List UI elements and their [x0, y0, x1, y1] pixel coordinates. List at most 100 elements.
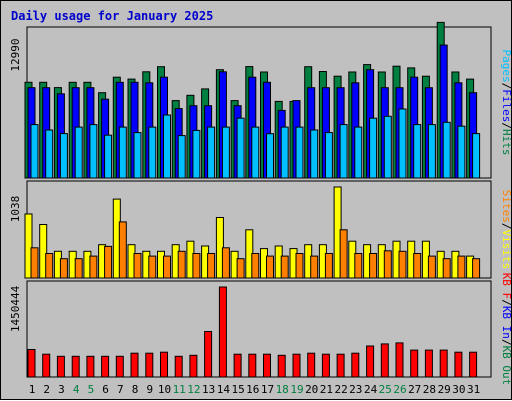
legend-segment: KB F — [500, 273, 512, 300]
legend-segment: KB Out — [500, 346, 512, 386]
bar-sites — [148, 255, 157, 279]
bar-sites — [398, 250, 407, 279]
bar-sites — [457, 255, 466, 279]
bar-kb-f — [130, 352, 139, 378]
bar-pages — [133, 132, 142, 179]
bar-pages — [398, 108, 407, 179]
scale-label-kbytes: 1450444 — [9, 285, 22, 332]
bar-kb-f — [395, 342, 404, 378]
bar-sites — [310, 255, 319, 279]
bar-sites — [59, 258, 68, 279]
bar-pages — [369, 117, 378, 179]
bar-pages — [427, 124, 436, 179]
axis-legend-kbytes: KB F/KB In/KB Out — [500, 273, 512, 386]
day-label: 19 — [290, 383, 303, 396]
bar-kb-f — [410, 349, 419, 378]
day-label: 13 — [202, 383, 215, 396]
bar-pages — [59, 133, 68, 179]
bar-kb-f — [424, 349, 433, 378]
bar-sites — [45, 253, 54, 279]
bar-pages — [339, 124, 348, 179]
legend-segment: Visits — [500, 230, 512, 270]
bar-kb-f — [115, 355, 124, 378]
bar-pages — [413, 124, 422, 179]
day-label: 4 — [73, 383, 80, 396]
bar-kb-f — [160, 351, 168, 378]
legend-segment: / — [500, 299, 512, 306]
bar-sites — [339, 229, 348, 279]
bar-kb-f — [366, 345, 375, 378]
day-label: 3 — [58, 383, 65, 396]
bar-kb-f — [439, 349, 448, 378]
bar-kb-f — [263, 353, 271, 378]
day-label: 17 — [261, 383, 274, 396]
bar-kb-f — [27, 349, 36, 378]
panel-kbytes — [26, 280, 492, 378]
bar-kb-f — [336, 353, 345, 378]
day-label: 30 — [452, 383, 465, 396]
bar-pages — [74, 126, 83, 179]
bar-visits — [39, 224, 48, 279]
bar-kb-f — [469, 351, 478, 378]
legend-segment: Files — [500, 89, 512, 122]
legend-segment: Sites — [500, 190, 512, 223]
bar-kb-f — [248, 353, 257, 378]
bar-visits — [24, 213, 33, 279]
bar-pages — [104, 134, 113, 179]
bar-pages — [442, 121, 451, 179]
day-label: 28 — [423, 383, 436, 396]
day-label: 15 — [231, 383, 244, 396]
day-label: 6 — [102, 383, 109, 396]
bar-kb-f — [204, 331, 213, 378]
bar-pages — [89, 124, 98, 179]
bar-pages — [192, 129, 201, 179]
day-label: 16 — [246, 383, 259, 396]
bar-pages — [383, 115, 392, 179]
legend-segment: KB In — [500, 306, 512, 339]
bar-pages — [324, 132, 333, 179]
day-label: 22 — [334, 383, 347, 396]
bar-kb-f — [218, 286, 227, 378]
bar-kb-f — [145, 352, 154, 378]
bar-pages — [457, 125, 466, 179]
scale-label-visits: 1038 — [9, 196, 22, 223]
bar-sites — [30, 247, 39, 279]
bar-pages — [118, 126, 127, 179]
day-label: 12 — [187, 383, 200, 396]
bar-kb-f — [56, 355, 65, 378]
bar-kb-f — [101, 355, 110, 378]
bar-sites — [266, 255, 274, 279]
bar-pages — [207, 126, 216, 179]
bar-sites — [324, 253, 333, 279]
bar-sites — [413, 253, 422, 279]
bar-pages — [236, 117, 245, 179]
day-label: 7 — [117, 383, 124, 396]
bar-kb-f — [307, 352, 316, 378]
day-label: 23 — [349, 383, 362, 396]
bar-sites — [427, 255, 436, 279]
bar-sites — [207, 253, 216, 279]
bar-sites — [163, 255, 171, 279]
legend-segment: Hits — [500, 129, 512, 156]
bar-sites — [472, 258, 481, 279]
bar-pages — [310, 129, 319, 179]
bar-pages — [295, 126, 304, 179]
bar-sites — [89, 255, 98, 279]
day-label: 2 — [43, 383, 50, 396]
bar-pages — [472, 133, 481, 179]
bar-sites — [104, 245, 113, 279]
bar-kb-f — [174, 355, 183, 378]
bar-pages — [354, 126, 363, 179]
bar-kb-f — [233, 353, 242, 378]
day-label: 14 — [217, 383, 231, 396]
bar-sites — [133, 253, 142, 279]
bar-sites — [177, 250, 186, 279]
bar-pages — [221, 126, 230, 179]
scale-label-requests: 12990 — [9, 38, 22, 71]
bar-pages — [280, 126, 289, 179]
bar-sites — [280, 255, 289, 279]
bar-sites — [251, 253, 260, 279]
legend-segment: Pages — [500, 50, 512, 83]
